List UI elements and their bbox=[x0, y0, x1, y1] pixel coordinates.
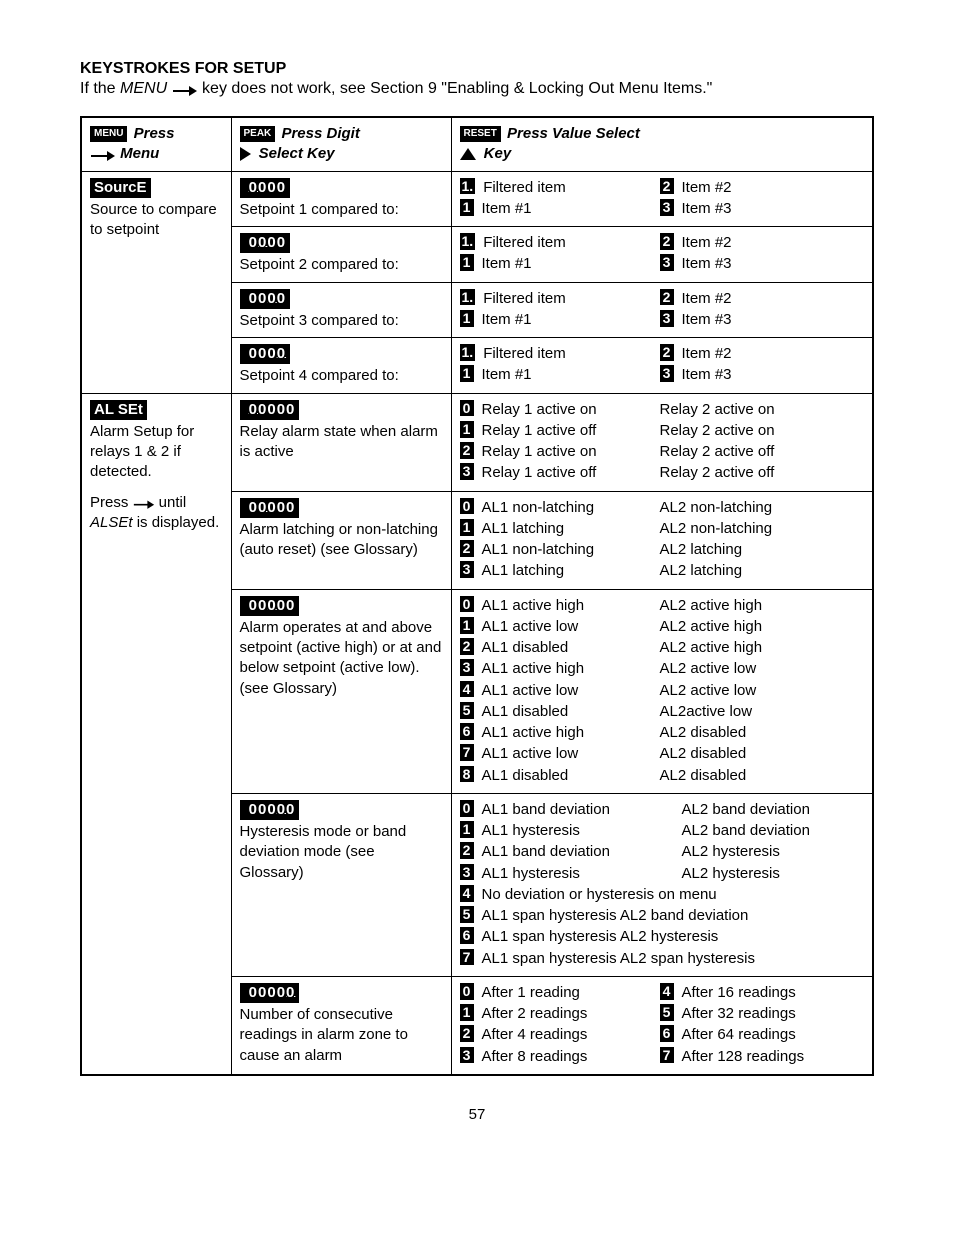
hdr-peak: PEAK Press Digit Select Key bbox=[231, 117, 451, 171]
alset-menu-name: AL SEt bbox=[90, 400, 147, 420]
bent-arrow-icon bbox=[172, 82, 198, 96]
alset-desc2-post: is displayed. bbox=[133, 514, 220, 531]
source-menu-name: SourcE bbox=[90, 178, 151, 198]
intro-prefix: If the bbox=[80, 80, 120, 97]
hdr-reset-line2: Key bbox=[484, 145, 512, 162]
alset-desc2-italic: ALSEt bbox=[90, 514, 133, 531]
alset-menu-cell: AL SEt Alarm Setup for relays 1 & 2 if d… bbox=[81, 393, 231, 1075]
alset-desc2-mid: until bbox=[155, 494, 187, 511]
hdr-menu: MENU Press Menu bbox=[81, 117, 231, 171]
reset-key-label: RESET bbox=[460, 126, 501, 142]
triangle-up-icon bbox=[460, 148, 476, 160]
triangle-right-icon bbox=[240, 147, 251, 161]
hdr-reset-line1: Press Value Select bbox=[507, 125, 640, 142]
source-row-2-digits: 0000Setpoint 2 compared to: bbox=[231, 227, 451, 283]
source-row-1-digits: 0000Setpoint 1 compared to: bbox=[231, 171, 451, 227]
alset-row-1-digits: 00000Relay alarm state when alarm is act… bbox=[231, 393, 451, 491]
alset-desc1: Alarm Setup for relays 1 & 2 if detected… bbox=[90, 423, 194, 481]
hdr-reset: RESET Press Value Select Key bbox=[451, 117, 873, 171]
source-row-3-digits: 0000Setpoint 3 compared to: bbox=[231, 282, 451, 338]
hdr-peak-line1: Press Digit bbox=[281, 125, 359, 142]
setup-table: MENU Press Menu PEAK Press Digit Select … bbox=[80, 116, 874, 1076]
source-desc: Source to compare to setpoint bbox=[90, 201, 217, 238]
intro-text: If the MENU key does not work, see Secti… bbox=[80, 80, 874, 98]
source-row-3-values: 1.Filtered item1Item #12Item #23Item #3 bbox=[451, 282, 873, 338]
source-menu-cell: SourcE Source to compare to setpoint bbox=[81, 171, 231, 393]
intro-suffix: key does not work, see Section 9 "Enabli… bbox=[202, 80, 712, 97]
alset-row-1-values: 0Relay 1 active on1Relay 1 active off2Re… bbox=[451, 393, 873, 491]
peak-key-label: PEAK bbox=[240, 126, 276, 142]
hdr-peak-line2: Select Key bbox=[259, 145, 335, 162]
alset-row-3-values: 0AL1 active high1AL1 active low2AL1 disa… bbox=[451, 589, 873, 793]
alset-desc2-pre: Press bbox=[90, 494, 133, 511]
alset-row-5-digits: 00000Number of consecutive readings in a… bbox=[231, 976, 451, 1075]
page-heading: KEYSTROKES FOR SETUP bbox=[80, 60, 874, 78]
alset-row-4-digits: 00000Hysteresis mode or band deviation m… bbox=[231, 793, 451, 976]
alset-row-4-values: 0AL1 band deviationAL2 band deviation1AL… bbox=[451, 793, 873, 976]
alset-row-3-digits: 00000Alarm operates at and above setpoin… bbox=[231, 589, 451, 793]
alset-row-2-values: 0AL1 non-latching1AL1 latching2AL1 non-l… bbox=[451, 491, 873, 589]
page-number: 57 bbox=[80, 1106, 874, 1123]
hdr-menu-line1: Press bbox=[134, 125, 175, 142]
bent-arrow-icon bbox=[133, 497, 155, 509]
alset-row-2-digits: 00000Alarm latching or non-latching (aut… bbox=[231, 491, 451, 589]
source-row-2-values: 1.Filtered item1Item #12Item #23Item #3 bbox=[451, 227, 873, 283]
alset-row-5-values: 0After 1 reading1After 2 readings2After … bbox=[451, 976, 873, 1075]
intro-menu-word: MENU bbox=[120, 80, 167, 97]
hdr-menu-line2: Menu bbox=[120, 145, 159, 162]
bent-arrow-icon bbox=[90, 147, 116, 161]
source-row-1-values: 1.Filtered item1Item #12Item #23Item #3 bbox=[451, 171, 873, 227]
source-row-4-values: 1.Filtered item1Item #12Item #23Item #3 bbox=[451, 338, 873, 394]
source-row-4-digits: 0000Setpoint 4 compared to: bbox=[231, 338, 451, 394]
menu-key-label: MENU bbox=[90, 126, 127, 142]
